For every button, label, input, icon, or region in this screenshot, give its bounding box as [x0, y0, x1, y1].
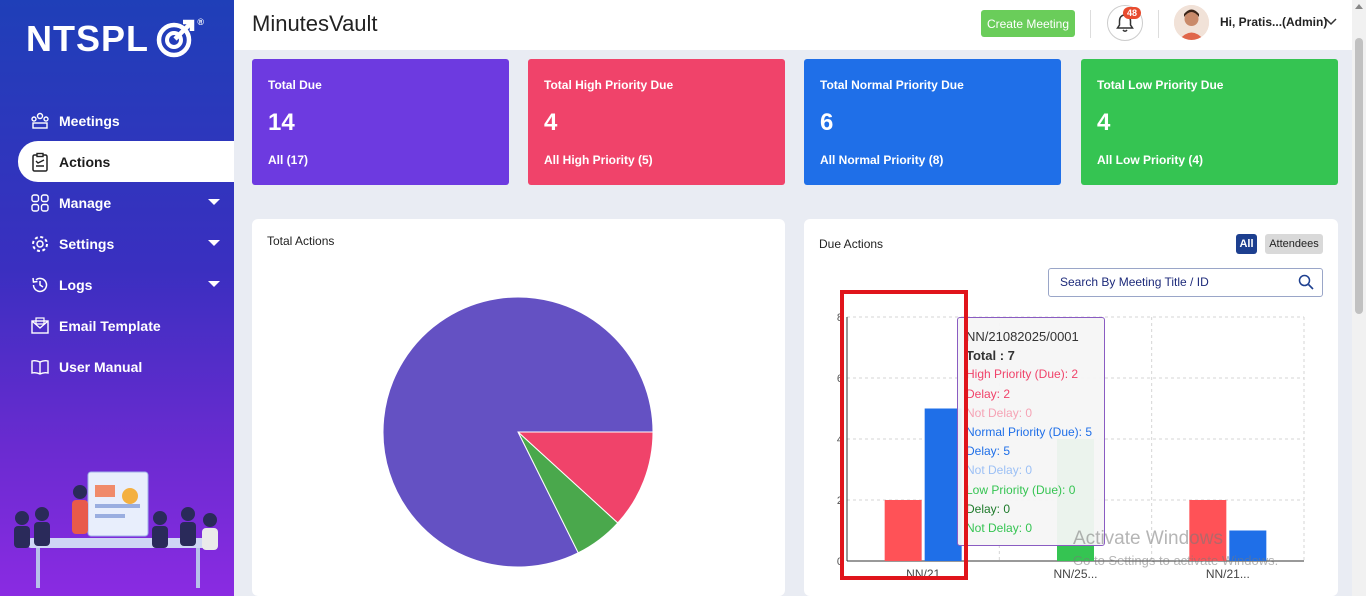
stat-card-title: Total High Priority Due — [544, 78, 674, 92]
pie-slice[interactable] — [516, 431, 654, 524]
stat-card-title: Total Low Priority Due — [1097, 78, 1224, 92]
activate-windows-subtitle: Go to Settings to activate Windows. — [1073, 553, 1279, 568]
stat-card-link[interactable]: All Low Priority (4) — [1097, 153, 1204, 167]
sidebar-item-label: User Manual — [59, 358, 143, 375]
divider — [1158, 10, 1159, 38]
search-icon[interactable] — [1298, 274, 1314, 290]
tooltip-line: High Priority (Due): 2 — [966, 367, 1079, 382]
sidebar-item-label: Settings — [59, 235, 115, 252]
clipboard-icon — [30, 152, 50, 172]
bar[interactable] — [1229, 530, 1267, 562]
divider — [1090, 10, 1091, 38]
toggle-all-button[interactable]: All — [1236, 234, 1257, 254]
activate-windows-title: Activate Windows — [1073, 528, 1223, 549]
create-meeting-button[interactable]: Create Meeting — [981, 10, 1075, 37]
sidebar-item-logs[interactable]: Logs — [18, 264, 234, 305]
sidebar-item-label: Actions — [59, 153, 111, 170]
sidebar-item-label: Manage — [59, 194, 112, 211]
tooltip-heading: NN/21082025/0001 — [966, 329, 1079, 344]
registered-mark: ® — [197, 17, 206, 27]
meeting-illustration — [14, 471, 218, 588]
stat-card: Total Low Priority Due 4 All Low Priority … — [1081, 59, 1338, 185]
caret-down-icon[interactable] — [208, 240, 220, 246]
tooltip-line: Normal Priority (Due): 5 — [966, 424, 1093, 439]
total-actions-panel: Total Actions — [252, 219, 785, 596]
scroll-up-arrow-icon[interactable] — [1355, 4, 1363, 9]
caret-down-icon[interactable] — [208, 199, 220, 205]
page-scrollbar[interactable] — [1352, 0, 1366, 596]
stat-card: Total Due 14 All (17) — [252, 59, 509, 185]
x-tick-label: NN/25... — [1053, 567, 1097, 581]
logo[interactable]: NTSPL ® — [26, 17, 204, 60]
stat-card: Total Normal Priority Due 6 All Normal Pri… — [804, 59, 1061, 185]
stat-card-link[interactable]: All (17) — [268, 153, 309, 167]
stat-card-value: 6 — [820, 109, 834, 136]
sidebar-item-label: Meetings — [59, 112, 120, 129]
y-tick-label: 6 — [837, 373, 843, 385]
sidebar-item-label: Logs — [59, 276, 93, 293]
notification-badge: 48 — [1123, 7, 1142, 19]
search-input[interactable] — [1060, 269, 1290, 295]
chevron-down-icon[interactable] — [1324, 17, 1338, 27]
total-actions-title: Total Actions — [267, 234, 335, 248]
x-tick-label: NN/21... — [1206, 567, 1250, 581]
sidebar-item-email-template[interactable]: Email Template — [18, 305, 234, 346]
y-tick-label: 2 — [837, 495, 843, 507]
tooltip-line: Not Delay: 0 — [966, 463, 1033, 478]
bar[interactable] — [884, 500, 922, 561]
bar[interactable] — [924, 408, 962, 562]
avatar[interactable] — [1174, 5, 1209, 40]
tooltip-line: Low Priority (Due): 0 — [966, 482, 1076, 497]
envelope-icon — [30, 316, 50, 336]
sidebar-item-actions[interactable]: Actions — [18, 141, 234, 182]
due-actions-title: Due Actions — [819, 237, 884, 251]
tooltip-line: Delay: 2 — [966, 386, 1011, 401]
logo-mark-icon: ® — [155, 17, 204, 59]
stat-card-title: Total Normal Priority Due — [820, 78, 964, 92]
y-tick-label: 8 — [837, 312, 843, 324]
caret-down-icon[interactable] — [208, 281, 220, 287]
bar[interactable] — [1189, 500, 1227, 561]
stat-card-value: 14 — [268, 109, 295, 136]
stat-card-value: 4 — [544, 109, 558, 136]
tooltip-line: Delay: 0 — [966, 501, 1011, 516]
stat-card-link[interactable]: All High Priority (5) — [544, 153, 653, 167]
stat-card-title: Total Due — [268, 78, 322, 92]
scrollbar-thumb[interactable] — [1355, 38, 1363, 314]
sidebar-item-settings[interactable]: Settings — [18, 223, 234, 264]
sidebar-nav: Meetings Actions Manage Settings Logs Email T… — [18, 100, 234, 387]
gear-icon — [30, 234, 50, 254]
top-header: MinutesVault Create Meeting 48 Hi, Prati… — [234, 0, 1352, 50]
pie-slice[interactable] — [382, 296, 654, 568]
sidebar-item-label: Email Template — [59, 317, 161, 334]
sidebar: NTSPL ® Meetings Actions Manage Settings Log… — [0, 0, 234, 596]
logo-text: NTSPL — [26, 18, 150, 59]
tooltip-line: Delay: 5 — [966, 444, 1011, 459]
history-icon — [30, 275, 50, 295]
meetings-icon — [30, 111, 50, 131]
chart-tooltip: NN/21082025/0001 Total : 7 High Priority… — [957, 317, 1105, 546]
stat-card: Total High Priority Due 4 All High Priorit… — [528, 59, 785, 185]
stat-card-link[interactable]: All Normal Priority (8) — [820, 153, 944, 167]
y-tick-label: 4 — [837, 434, 843, 446]
tooltip-line: Not Delay: 0 — [966, 405, 1033, 420]
meeting-search — [1048, 268, 1323, 297]
toggle-attendees-button[interactable]: Attendees — [1265, 234, 1323, 254]
tooltip-line: Not Delay: 0 — [966, 520, 1033, 535]
page-title: MinutesVault — [252, 11, 378, 36]
sidebar-item-meetings[interactable]: Meetings — [18, 100, 234, 141]
user-name[interactable]: Hi, Pratis...(Admin) — [1220, 15, 1328, 29]
highlight-box — [840, 290, 968, 580]
total-actions-pie-chart — [382, 296, 654, 568]
sidebar-item-manage[interactable]: Manage — [18, 182, 234, 223]
grid-icon — [30, 193, 50, 213]
tooltip-total: Total : 7 — [966, 348, 1015, 364]
book-icon — [30, 357, 50, 377]
sidebar-item-user-manual[interactable]: User Manual — [18, 346, 234, 387]
stat-card-value: 4 — [1097, 109, 1111, 136]
y-tick-label: 0 — [837, 556, 843, 568]
